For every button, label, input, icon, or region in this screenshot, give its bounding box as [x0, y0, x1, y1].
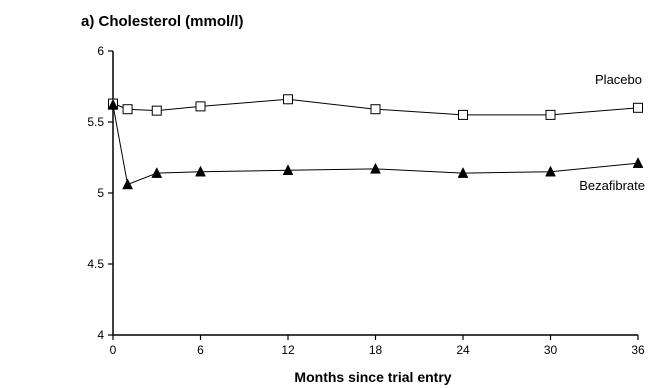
placebo-point [633, 102, 643, 113]
bezafibrate-point [457, 167, 469, 178]
y-tick-label: 6 [97, 44, 104, 58]
bezafibrate-point [632, 157, 644, 168]
y-tick-label: 4 [97, 328, 104, 342]
y-tick-label: 4.5 [87, 257, 104, 271]
x-tick-label: 18 [369, 343, 383, 357]
series-layer: Placebo Bezafibrate [107, 72, 645, 193]
placebo-series [108, 94, 643, 120]
bezafibrate-point [107, 98, 119, 110]
placebo-point [370, 104, 381, 115]
x-tick-label: 0 [110, 343, 117, 357]
x-tick-label: 12 [281, 343, 295, 357]
placebo-point [122, 104, 133, 115]
y-tick-label: 5 [97, 186, 104, 200]
y-tick-label: 5.5 [87, 115, 104, 129]
x-tick-label: 30 [544, 343, 558, 357]
x-tick-label: 6 [197, 343, 204, 357]
bezafibrate-point [122, 178, 133, 190]
bezafibrate-series [107, 98, 644, 190]
x-axis-title: Months since trial entry [294, 369, 451, 385]
placebo-series-label: Placebo [595, 72, 642, 87]
placebo-point [195, 101, 206, 112]
chart-title: a) Cholesterol (mmol/l) [81, 13, 244, 30]
bezafibrate-point [195, 165, 206, 177]
axes: 4 4.5 5 5.5 6 0 6 12 18 24 30 36 [87, 44, 645, 357]
bezafibrate-point [151, 167, 163, 178]
bezafibrate-point [370, 162, 381, 174]
placebo-point [151, 105, 162, 116]
x-tick-label: 36 [631, 343, 645, 357]
x-tick-label: 24 [456, 343, 470, 357]
bezafibrate-point [282, 164, 294, 176]
bezafibrate-point [545, 165, 556, 177]
bezafibrate-series-label: Bezafibrate [579, 178, 645, 193]
placebo-point [458, 109, 468, 120]
placebo-point [545, 109, 556, 120]
placebo-point [283, 94, 293, 105]
